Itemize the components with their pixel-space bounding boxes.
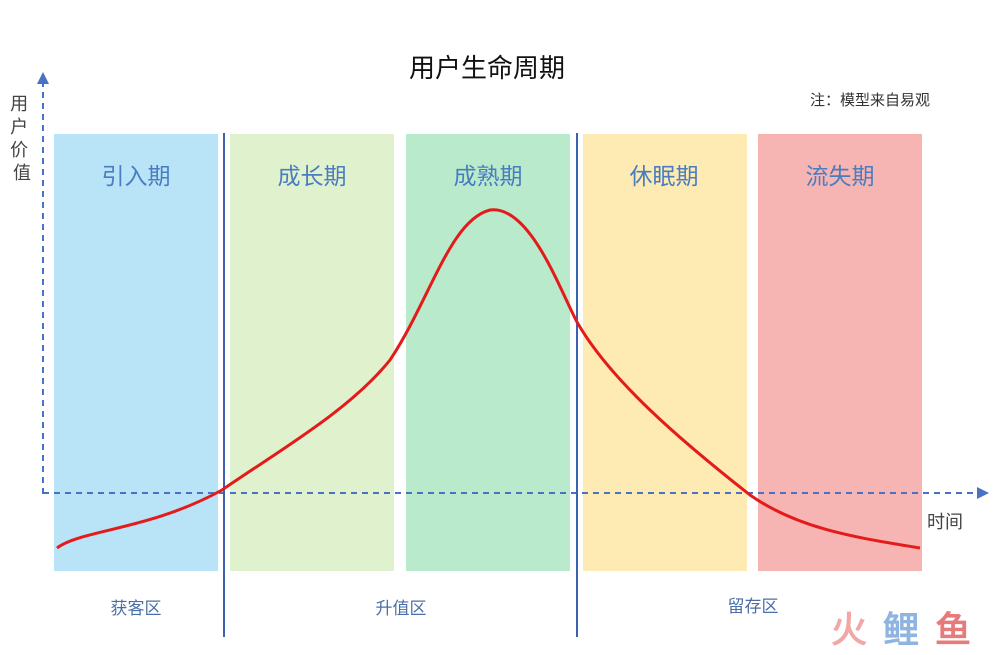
y-axis-label: 用 户 价 值	[10, 94, 34, 184]
stage-label-intro: 引入期	[102, 164, 171, 190]
stage-band-intro	[54, 134, 218, 571]
stage-band-churn	[758, 134, 922, 571]
zone-label-acquire: 获客区	[111, 599, 162, 619]
stage-label-churn: 流失期	[806, 164, 875, 190]
stage-band-growth	[230, 134, 394, 571]
x-axis-label: 时间	[927, 512, 963, 533]
zone-label-retain: 留存区	[728, 597, 779, 617]
stage-band-dormant	[583, 134, 747, 571]
logo-char-1: 火	[831, 610, 867, 651]
logo-char-2: 鲤	[883, 610, 919, 651]
logo-char-3: 鱼	[935, 610, 971, 651]
stage-label-mature: 成熟期	[454, 164, 523, 190]
stage-label-growth: 成长期	[278, 164, 347, 190]
zone-label-grow: 升值区	[376, 599, 427, 619]
stage-band-mature	[406, 134, 570, 571]
user-value-curve	[56, 208, 921, 550]
brand-logo: 火 鲤 鱼	[831, 610, 971, 651]
source-note: 注：模型来自易观	[810, 91, 930, 109]
diagram-title: 用户生命周期	[409, 54, 565, 84]
stage-label-dormant: 休眠期	[630, 164, 699, 190]
